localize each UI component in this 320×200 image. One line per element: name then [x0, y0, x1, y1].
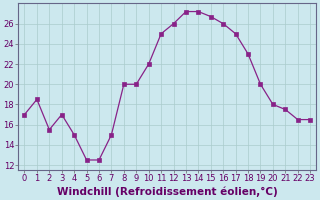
X-axis label: Windchill (Refroidissement éolien,°C): Windchill (Refroidissement éolien,°C) — [57, 186, 278, 197]
